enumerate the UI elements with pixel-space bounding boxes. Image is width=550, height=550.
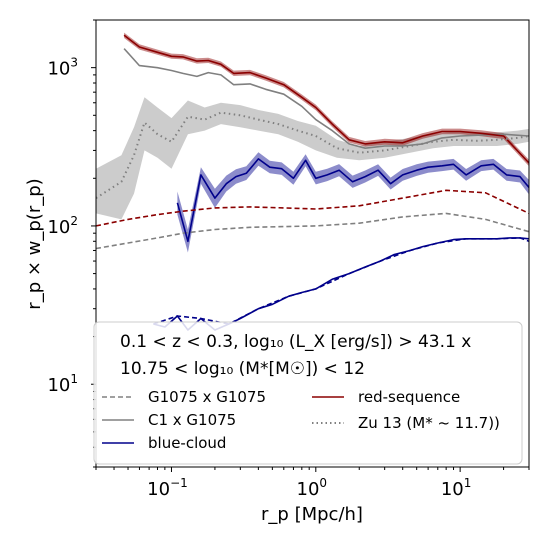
- legend-title-line1: 0.1 < z < 0.3, log₁₀ (L_X [erg/s]) > 43.…: [120, 332, 471, 352]
- y-tick-exponent: 3: [70, 56, 78, 70]
- series-red-sequence-dashed: [96, 189, 529, 227]
- legend-label-g1075: G1075 x G1075: [148, 388, 266, 406]
- series-red-sequence: [123, 34, 529, 164]
- x-axis-title: r_p [Mpc/h]: [261, 504, 363, 525]
- bands-layer: [96, 32, 529, 253]
- blue-cloud-error-band: [177, 152, 529, 253]
- y-axis-title: r_p × w_p(r_p): [24, 178, 45, 309]
- legend-label-c1: C1 x G1075: [148, 411, 236, 429]
- x-tick-label: 10−1: [147, 476, 188, 500]
- legend-label-zu13: Zu 13 (M* ~ 11.7)): [358, 414, 500, 432]
- legend-label-blue-cloud: blue-cloud: [148, 434, 226, 452]
- series-c1-x-g1075: [123, 48, 529, 149]
- legend-label-red-sequence: red-sequence: [358, 388, 460, 406]
- x-tick-label: 100: [297, 476, 328, 500]
- legend-frame: [93, 321, 523, 465]
- series-g1075-x-g1075: [96, 212, 529, 250]
- series-zu-13-m-11-7: [96, 111, 529, 199]
- series-blue-cloud: [176, 158, 529, 243]
- legend: 0.1 < z < 0.3, log₁₀ (L_X [erg/s]) > 43.…: [93, 321, 523, 465]
- c1-x-g1075-error-band: [96, 97, 529, 220]
- x-tick-exponent: 0: [319, 476, 327, 490]
- legend-title-line2: 10.75 < log₁₀ (M*[M☉]) < 12: [120, 359, 365, 379]
- series-blue-cloud-dashed: [153, 237, 529, 325]
- x-tick-exponent: −1: [170, 476, 188, 490]
- x-tick-exponent: 1: [464, 476, 472, 490]
- y-tick-exponent: 2: [70, 214, 78, 228]
- y-tick-exponent: 1: [70, 372, 78, 386]
- plot-frame: [95, 19, 530, 468]
- red-sequence-error-band: [124, 32, 529, 167]
